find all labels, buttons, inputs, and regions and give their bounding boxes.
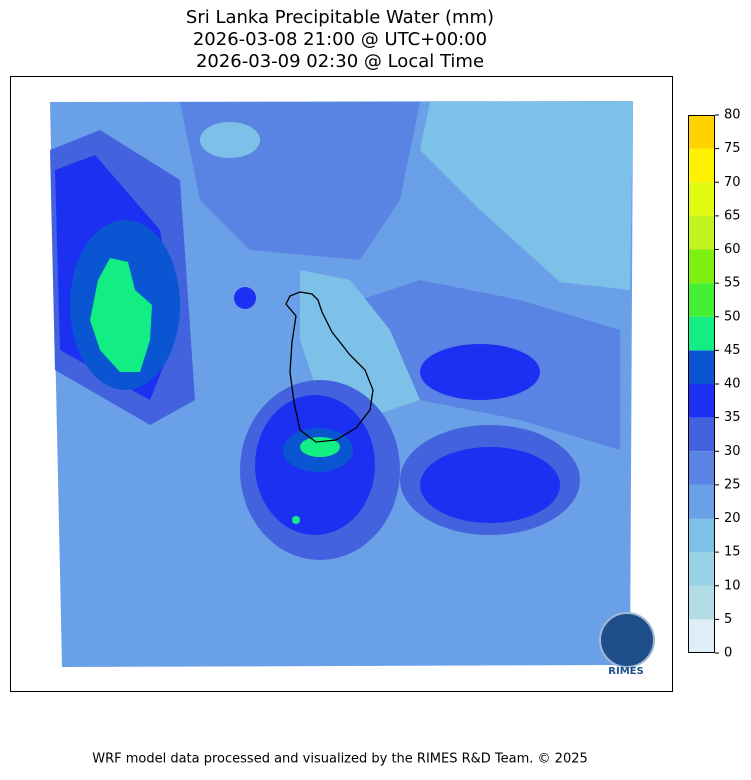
colorbar-tick-label: 60 <box>724 242 741 257</box>
contour-region <box>300 437 340 457</box>
logo-emblem <box>599 612 655 668</box>
colorbar-tick-label: 20 <box>724 511 741 526</box>
colorbar-tick-label: 0 <box>724 646 732 661</box>
contour-region <box>420 447 560 523</box>
colorbar-segment <box>688 350 715 384</box>
colorbar-segment <box>688 451 715 485</box>
contour-region <box>420 344 540 400</box>
colorbar-segment <box>688 518 715 553</box>
title-line: Sri Lanka Precipitable Water (mm) <box>186 7 494 28</box>
colorbar-segment <box>688 484 715 519</box>
colorbar-tick-label: 80 <box>724 108 741 123</box>
colorbar-segment <box>688 215 715 250</box>
colorbar-segment <box>688 249 715 284</box>
colorbar-tick-label: 25 <box>724 477 741 492</box>
colorbar-tick-label: 10 <box>724 578 741 593</box>
colorbar-tick-label: 30 <box>724 444 741 459</box>
colorbar-segment <box>688 619 715 653</box>
colorbar-segment <box>688 283 715 317</box>
colorbar-tick-label: 70 <box>724 175 741 190</box>
contour-region <box>292 516 300 524</box>
map <box>50 101 633 667</box>
contour-region <box>200 122 260 158</box>
colorbar-segment <box>688 552 715 586</box>
colorbar-segment <box>688 585 715 620</box>
colorbar-segment <box>688 115 715 149</box>
colorbar-segment <box>688 384 715 418</box>
colorbar-segment <box>688 148 715 183</box>
colorbar-segment <box>688 182 715 216</box>
contour-region <box>234 287 256 309</box>
sri-lanka-outline <box>285 291 374 443</box>
colorbar-tick-label: 40 <box>724 377 741 392</box>
colorbar-tick-label: 55 <box>724 276 741 291</box>
colorbar-tick-label: 45 <box>724 343 741 358</box>
title-line: 2026-03-08 21:00 @ UTC+00:00 <box>193 29 487 50</box>
colorbar-border <box>688 115 715 653</box>
contour-region <box>90 258 152 372</box>
colorbar-tick-label: 65 <box>724 208 741 223</box>
colorbar-segment <box>688 417 715 452</box>
logo-text: RIMES <box>608 666 643 677</box>
colorbar-tick-label: 75 <box>724 141 741 156</box>
contour-region <box>420 101 633 290</box>
colorbar-tick-label: 50 <box>724 309 741 324</box>
title-line: 2026-03-09 02:30 @ Local Time <box>196 51 484 72</box>
colorbar-tick-label: 5 <box>724 612 732 627</box>
colorbar: 0 5 10 15 20 25 30 35 40 45 50 55 60 65 70 75 80 <box>688 108 741 661</box>
colorbar-tick-label: 15 <box>724 545 741 560</box>
colorbar-tick-label: 35 <box>724 410 741 425</box>
colorbar-segment <box>688 316 715 351</box>
footer: WRF model data processed and visualized … <box>92 752 588 767</box>
